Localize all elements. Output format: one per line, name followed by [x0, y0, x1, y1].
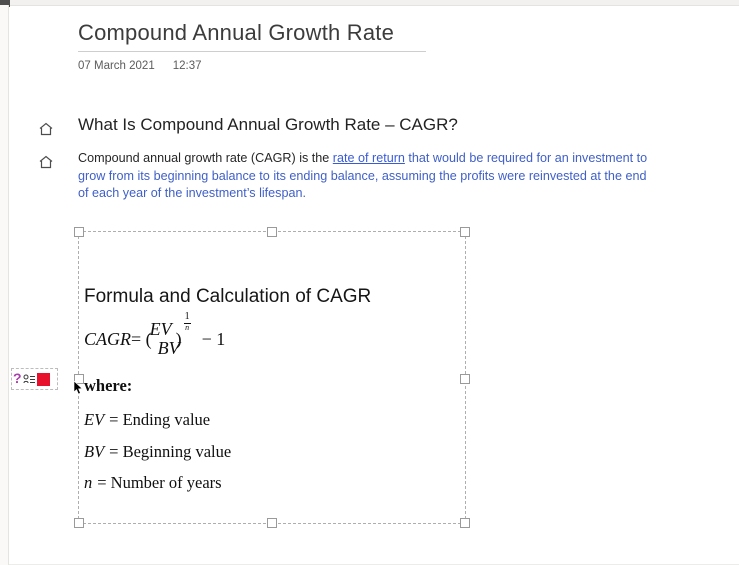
selection-handle-ne[interactable]	[460, 227, 470, 237]
definition-text: = Beginning value	[109, 442, 232, 461]
intro-paragraph[interactable]: Compound annual growth rate (CAGR) is th…	[78, 150, 698, 203]
fraction-denominator: BV	[157, 338, 180, 358]
definition-ev[interactable]: EV = Ending value	[84, 410, 210, 430]
selection-handle-se[interactable]	[460, 518, 470, 528]
page-time: 12:37	[172, 60, 202, 72]
page-left-margin-rail	[0, 5, 9, 565]
formula-fraction: EV BV	[149, 319, 180, 358]
formula-lhs: CAGR	[84, 328, 131, 349]
rate-of-return-link[interactable]: rate of return	[332, 151, 405, 165]
definition-var: EV	[84, 410, 105, 429]
selection-handle-e[interactable]	[460, 373, 470, 384]
note-tag-cluster[interactable]: ?	[11, 368, 58, 390]
red-square-tag-icon[interactable]	[36, 372, 50, 386]
fraction-numerator: EV	[149, 319, 172, 340]
definition-bv[interactable]: BV = Beginning value	[84, 442, 231, 462]
paragraph-text-blue: that would be required for an investment…	[404, 151, 648, 165]
mouse-cursor-icon	[73, 380, 84, 400]
top-chrome-divider	[0, 0, 739, 6]
definition-text: = Ending value	[109, 410, 211, 429]
window-corner-fragment	[0, 0, 10, 7]
where-label[interactable]: where:	[84, 376, 133, 395]
cagr-formula[interactable]: CAGR = (EV BV) 1 n − 1	[84, 310, 225, 368]
question-tag-icon[interactable]: ?	[13, 370, 22, 386]
paragraph-text-blue: of each year of the investment’s lifespa…	[78, 186, 306, 201]
definition-var: BV	[84, 442, 105, 461]
page-title-underline	[78, 51, 426, 52]
section-heading[interactable]: What Is Compound Annual Growth Rate – CA…	[78, 115, 458, 134]
home-icon[interactable]	[38, 154, 54, 170]
definition-var: n	[84, 473, 93, 492]
home-icon[interactable]	[38, 121, 54, 137]
selection-handle-s[interactable]	[267, 518, 277, 528]
selection-handle-w[interactable]	[74, 373, 84, 384]
paragraph-text-dark: Compound annual growth rate (CAGR) is th…	[78, 151, 333, 165]
page-date: 07 March 2021	[78, 60, 155, 72]
page-title[interactable]: Compound Annual Growth Rate	[78, 20, 395, 45]
formula-equals-open: = (	[131, 328, 152, 349]
exponent-denominator: n	[185, 323, 190, 332]
definition-text: = Number of years	[97, 473, 222, 492]
formula-close-paren: )	[175, 328, 182, 349]
selection-handle-nw[interactable]	[74, 227, 84, 237]
definition-n[interactable]: n = Number of years	[84, 473, 222, 493]
exponent-numerator: 1	[183, 311, 191, 324]
page-meta: 07 March 2021 12:37	[78, 60, 202, 72]
selection-handle-sw[interactable]	[74, 518, 84, 528]
paragraph-text-blue: grow from its beginning balance to its e…	[78, 168, 647, 183]
selection-marquee[interactable]	[74, 227, 470, 528]
selection-handle-n[interactable]	[267, 227, 277, 237]
formula-section-title[interactable]: Formula and Calculation of CAGR	[84, 286, 372, 307]
formula-minus-one: − 1	[201, 328, 226, 349]
contact-tag-icon[interactable]	[23, 374, 36, 385]
